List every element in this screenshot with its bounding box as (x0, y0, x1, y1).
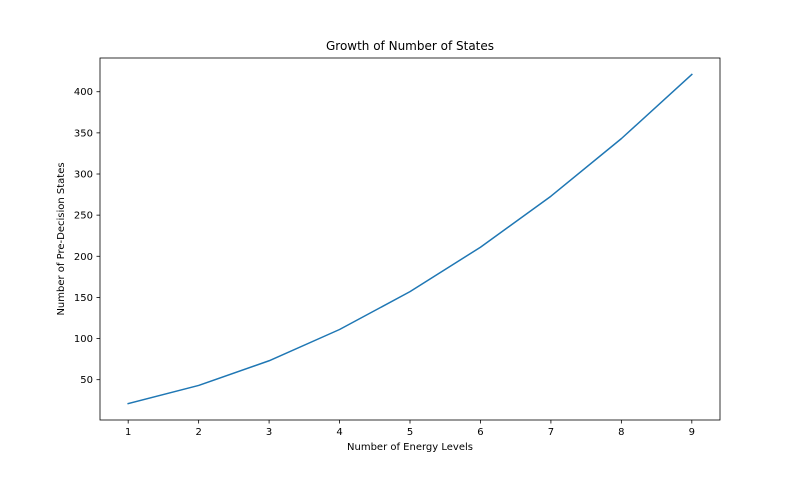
x-tick-label: 6 (477, 427, 483, 438)
y-tick-label: 400 (74, 87, 93, 98)
x-tick-label: 7 (548, 427, 554, 438)
y-axis-label: Number of Pre-Decision States (56, 162, 67, 315)
x-tick-label: 5 (407, 427, 413, 438)
x-tick-label: 4 (336, 427, 342, 438)
y-tick-label: 150 (74, 293, 93, 304)
chart-title: Growth of Number of States (326, 39, 494, 53)
x-tick-label: 9 (689, 427, 695, 438)
plot-frame (99, 57, 721, 421)
y-axis-ticks: 50 100 150 200 250 300 350 400 (74, 87, 100, 386)
y-tick-label: 200 (74, 252, 93, 263)
y-tick-label: 250 (74, 211, 93, 222)
x-axis-ticks: 1 2 3 4 5 6 7 8 9 (125, 420, 695, 438)
plot-area (100, 58, 720, 420)
y-tick-label: 100 (74, 334, 93, 345)
x-axis-label: Number of Energy Levels (347, 442, 473, 453)
x-tick-label: 3 (266, 427, 272, 438)
series-line (127, 73, 693, 405)
x-tick-label: 1 (125, 427, 131, 438)
y-tick-label: 350 (74, 128, 93, 139)
x-tick-label: 2 (195, 427, 201, 438)
y-tick-label: 300 (74, 170, 93, 181)
y-tick-label: 50 (80, 375, 93, 386)
x-tick-label: 8 (618, 427, 624, 438)
series-group (127, 73, 693, 405)
